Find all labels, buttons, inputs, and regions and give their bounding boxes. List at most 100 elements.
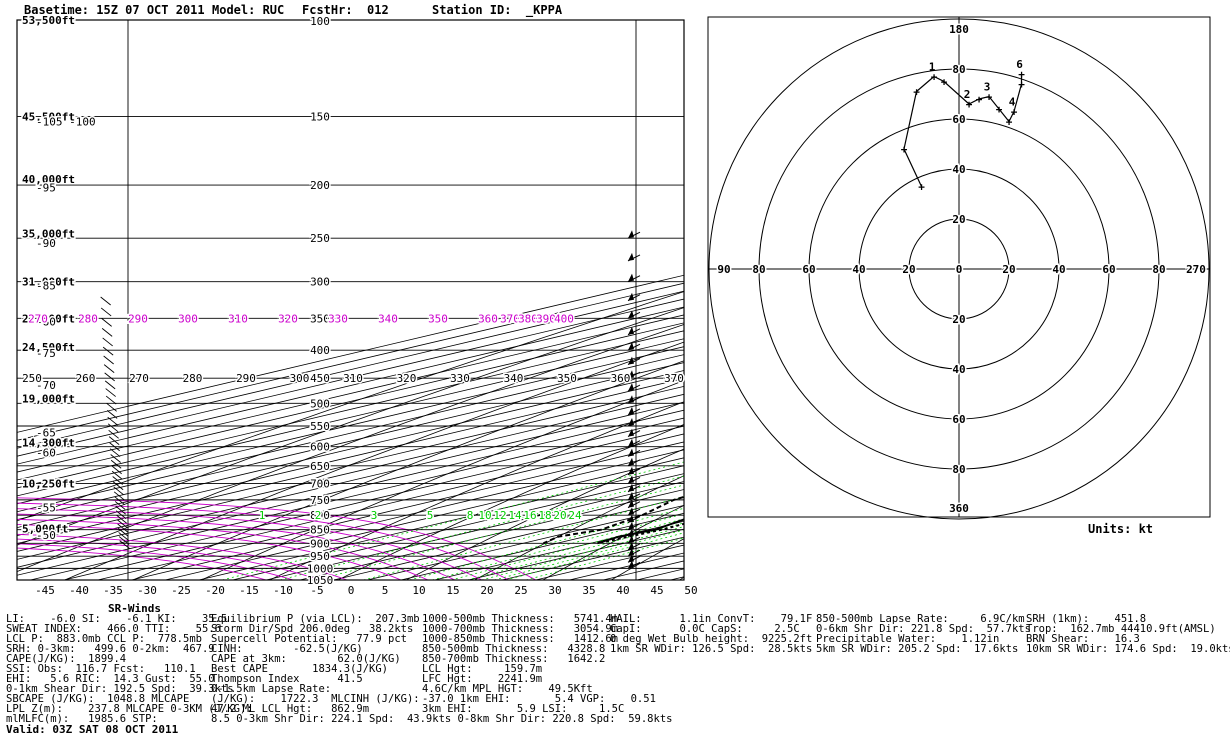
moist-adiabat-line <box>17 523 402 580</box>
parameter-line: 0-1km Shear Dir: 192.5 Spd: 39.3kts <box>6 683 234 695</box>
isotherm-label: -65 <box>36 426 56 439</box>
isotherm-line <box>17 346 684 505</box>
height-label: 24,500ft <box>22 341 75 354</box>
station-id-label: Station ID: _KPPA <box>432 3 563 17</box>
ring-label: 360 <box>949 502 969 515</box>
parameter-line: 1000-850mb Thickness: 1412.6m <box>422 633 618 645</box>
height-label: 40,000ft <box>22 173 75 186</box>
parameter-line: SRH: 0-3km: 499.6 0-2km: 467.9 <box>6 643 215 655</box>
sr-wind-barb <box>112 476 123 485</box>
theta-e-label: 330 <box>328 312 348 325</box>
theta-label: 370 <box>664 372 684 385</box>
isotherm-line <box>64 433 684 580</box>
temperature-axis-label: -5 <box>310 584 323 597</box>
mixing-ratio-label: 5 <box>427 509 434 522</box>
pressure-label: 500 <box>310 397 330 410</box>
pressure-label: 450 <box>310 372 330 385</box>
hodograph-point: + <box>986 91 993 104</box>
pressure-label: 950 <box>310 550 330 563</box>
temperature-axis-label: 30 <box>548 584 561 597</box>
temperature-axis-label: 50 <box>684 584 697 597</box>
sr-wind-barb <box>106 402 117 412</box>
mixing-ratio-label: 12 <box>493 509 506 522</box>
pressure-label: 750 <box>310 494 330 507</box>
wind-barb-flag <box>628 554 634 563</box>
parameter-line: Supercell Potential: 77.9 pct <box>211 633 407 645</box>
temperature-axis-label: 15 <box>446 584 459 597</box>
theta-e-label: 320 <box>278 312 298 325</box>
ring-label: 60 <box>952 413 965 426</box>
temperature-axis-label: -10 <box>273 584 293 597</box>
dry-adiabat-line <box>132 360 684 580</box>
wind-barb-flag <box>628 406 634 415</box>
ring-label: 60 <box>952 113 965 126</box>
hodograph-point: + <box>1018 78 1025 91</box>
isotherm-line <box>17 401 684 560</box>
parameter-line: 0-1.5km Lapse Rate: <box>211 683 332 695</box>
parameter-line: 850-500mb Lapse Rate: 6.9C/km <box>816 613 1025 625</box>
parameter-line: SSI: Obs: 116.7 Fcst: 110.1 <box>6 663 196 675</box>
isotherm-line <box>232 473 684 580</box>
isotherm-line <box>165 457 684 580</box>
theta-e-label: 360 <box>478 312 498 325</box>
mixing-ratio-label: 10 <box>478 509 491 522</box>
parameter-line: HAIL: 1.1in ConvT: 79.1F <box>610 613 813 625</box>
wind-barb-flag <box>628 326 634 335</box>
sr-wind-barb <box>113 486 124 496</box>
dry-adiabat-line <box>542 504 684 580</box>
dry-adiabat-line <box>611 538 684 580</box>
sr-wind-barb <box>113 491 125 501</box>
isotherm-label: -85 <box>36 280 56 293</box>
pressure-label: 200 <box>310 179 330 192</box>
mixing-ratio-label: 1 <box>259 509 266 522</box>
hodograph-center-label: 0 <box>956 263 963 276</box>
isotherm-line <box>17 330 684 489</box>
mixing-ratio-label: 14 <box>508 509 522 522</box>
mixing-ratio-line <box>222 461 684 580</box>
ring-label: 90 <box>717 263 730 276</box>
wind-barb-flag <box>628 342 634 351</box>
sr-wind-barb <box>109 442 120 452</box>
isotherm-label: -50 <box>36 529 56 542</box>
temperature-axis-label: -20 <box>205 584 225 597</box>
ring-label: 270 <box>1186 263 1206 276</box>
dry-adiabat-line <box>17 324 684 573</box>
isotherm-label: -80 <box>36 316 56 329</box>
theta-label: 260 <box>76 372 96 385</box>
plot-area <box>17 20 684 580</box>
wind-barb-flag <box>628 448 634 457</box>
moist-adiabat-line <box>17 502 510 580</box>
dry-adiabat-line <box>201 380 684 580</box>
mixing-ratio-label: 20 <box>553 509 566 522</box>
wind-barb-flag <box>628 383 634 392</box>
pressure-label: 400 <box>310 344 330 357</box>
parameter-line: CAPE at 3km: 62.0(J/KG) <box>211 653 401 665</box>
hodograph-height-label: 4 <box>1009 96 1016 109</box>
height-label: 19,000ft <box>22 392 75 405</box>
pressure-label: 650 <box>310 460 330 473</box>
dry-adiabat-line <box>406 448 684 580</box>
wind-barb-flag <box>628 252 634 261</box>
wind-barb-flag <box>628 428 634 437</box>
sr-wind-barb <box>119 540 130 549</box>
theta-label: 310 <box>343 372 363 385</box>
ring-label: 20 <box>952 213 965 226</box>
theta-e-label: 300 <box>178 312 198 325</box>
sr-wind-barb <box>118 536 130 545</box>
sr-wind-barb <box>116 514 127 524</box>
theta-e-label: 390 <box>536 312 556 325</box>
basetime-label: Basetime: 15Z 07 OCT 2011 <box>24 3 205 17</box>
temperature-axis-label: 45 <box>650 584 663 597</box>
ring-label: 60 <box>802 263 815 276</box>
height-label: 10,250ft <box>22 477 75 490</box>
wind-barb-flag <box>628 273 634 282</box>
pressure-label: 1050 <box>307 574 334 587</box>
wind-barb-flag <box>628 230 634 239</box>
wind-barb-flag <box>628 499 634 508</box>
ring-label: 60 <box>1102 263 1115 276</box>
parameter-line: Storm Dir/Spd 206.0deg 38.2kts <box>211 623 414 635</box>
skew-t-chart: 1001502002503003504004505005506006507007… <box>16 13 698 597</box>
wind-barb-flag <box>628 457 634 466</box>
parameter-line: 1000-700mb Thickness: 3054.9m <box>422 623 618 635</box>
